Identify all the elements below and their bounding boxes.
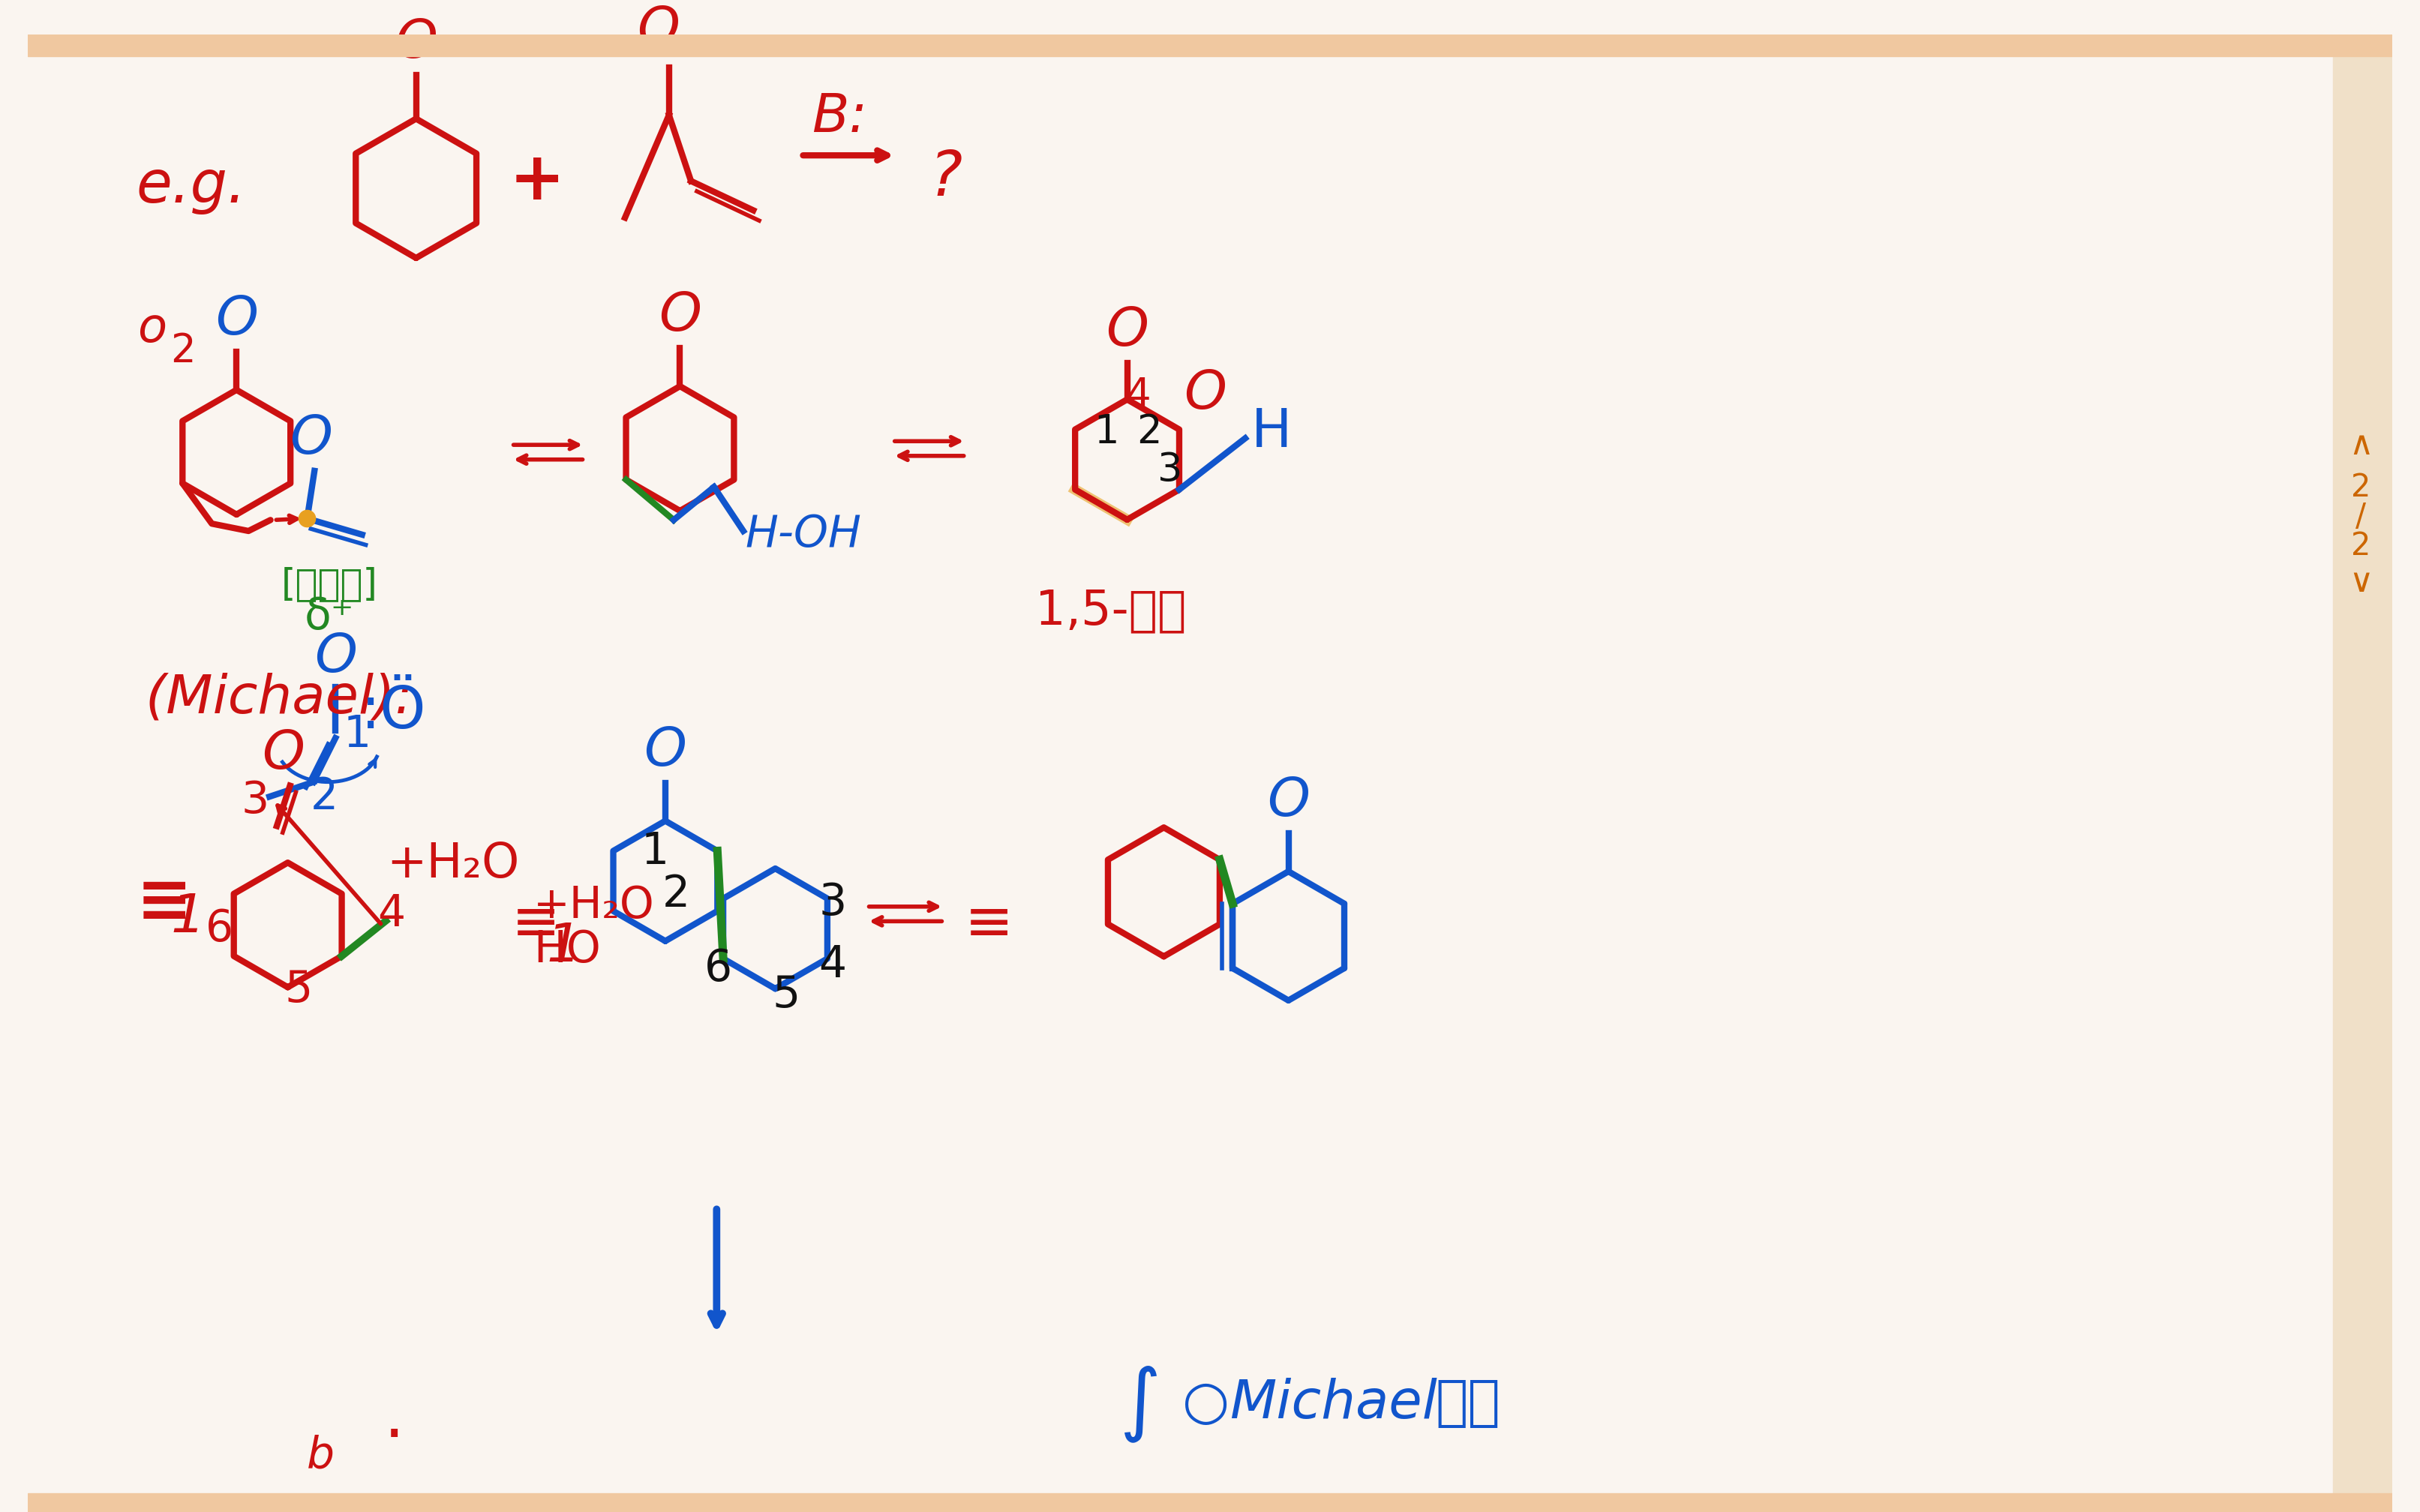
Text: O: O [658, 290, 702, 342]
Text: 加成: 加成 [1435, 1377, 1500, 1429]
Text: O: O [644, 726, 687, 777]
Text: ∫: ∫ [1120, 1365, 1162, 1442]
Text: 3: 3 [1157, 451, 1183, 490]
Text: ≡: ≡ [966, 895, 1014, 953]
Text: 3: 3 [818, 881, 847, 924]
Text: 4: 4 [1125, 375, 1152, 414]
Text: /: / [2355, 500, 2367, 532]
Text: B:: B: [813, 91, 866, 144]
Text: ≡: ≡ [511, 895, 561, 953]
Text: 4: 4 [378, 892, 407, 934]
Text: 1,5-二酮: 1,5-二酮 [1036, 588, 1186, 634]
Text: ∨: ∨ [2350, 567, 2374, 599]
Text: O: O [315, 632, 356, 683]
Text: b: b [307, 1435, 334, 1477]
Bar [27, 35, 2393, 56]
Text: O: O [394, 17, 438, 70]
Text: O: O [290, 413, 332, 466]
Text: ○: ○ [1181, 1377, 1229, 1429]
Text: [过渡态]: [过渡态] [281, 565, 378, 602]
Text: 6: 6 [206, 907, 235, 950]
Text: O: O [1268, 776, 1309, 827]
Text: 2: 2 [2352, 531, 2372, 562]
Text: e.g.: e.g. [136, 157, 247, 215]
Text: 6: 6 [704, 948, 731, 990]
Text: O: O [636, 5, 680, 56]
Text: δ⁺: δ⁺ [305, 596, 353, 638]
Text: o: o [138, 305, 167, 352]
Text: O: O [1183, 369, 1227, 420]
Text: :Ö: :Ö [361, 683, 426, 739]
Text: 1: 1 [1094, 413, 1118, 451]
Text: O: O [215, 295, 259, 346]
Text: Michael: Michael [1229, 1377, 1437, 1429]
Text: HO: HO [532, 928, 600, 971]
Text: 1: 1 [547, 921, 581, 974]
Text: H-OH: H-OH [745, 513, 862, 556]
Text: 4: 4 [818, 943, 847, 987]
Text: O: O [1106, 305, 1150, 357]
Text: 5: 5 [772, 974, 801, 1016]
Text: 1: 1 [641, 830, 668, 872]
Text: .: . [385, 1388, 404, 1452]
Text: 1: 1 [169, 892, 206, 943]
Text: 2: 2 [310, 776, 339, 818]
Text: (Michael):: (Michael): [145, 671, 414, 724]
Text: 2: 2 [2352, 472, 2372, 503]
Text: +H₂O: +H₂O [387, 841, 520, 888]
Text: +: + [508, 148, 564, 213]
Text: 5: 5 [286, 968, 312, 1012]
Text: ≡: ≡ [136, 869, 191, 936]
Text: O: O [261, 729, 305, 780]
Text: 2: 2 [1137, 413, 1162, 451]
Text: 1: 1 [344, 714, 370, 756]
Text: ∧: ∧ [2350, 429, 2374, 461]
Text: 3: 3 [242, 779, 269, 821]
Text: 2: 2 [663, 872, 690, 916]
Text: 2: 2 [169, 331, 196, 370]
Bar [27, 1492, 2393, 1512]
Text: +H₂O: +H₂O [532, 885, 656, 927]
Bar [2333, 35, 2393, 1512]
Text: ?: ? [929, 148, 963, 209]
Text: H: H [1251, 407, 1292, 458]
